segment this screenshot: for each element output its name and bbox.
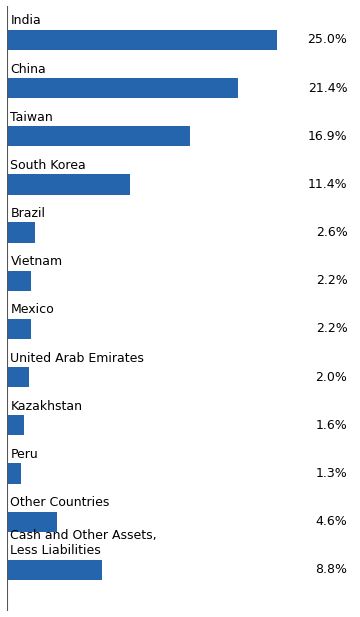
Text: 4.6%: 4.6% xyxy=(316,515,347,528)
Text: China: China xyxy=(10,62,46,75)
Bar xyxy=(7,511,57,532)
Text: 2.0%: 2.0% xyxy=(315,371,347,384)
Text: 16.9%: 16.9% xyxy=(308,130,347,143)
Text: 11.4%: 11.4% xyxy=(308,178,347,191)
Bar xyxy=(7,223,35,242)
Text: 2.2%: 2.2% xyxy=(316,323,347,336)
Text: 2.2%: 2.2% xyxy=(316,275,347,288)
Text: India: India xyxy=(10,14,41,27)
Bar xyxy=(7,78,238,98)
Text: 21.4%: 21.4% xyxy=(308,81,347,94)
Bar xyxy=(7,175,130,194)
Text: Peru: Peru xyxy=(10,448,38,461)
Bar xyxy=(7,319,31,339)
Text: Brazil: Brazil xyxy=(10,207,45,220)
Bar xyxy=(7,126,190,146)
Text: Vietnam: Vietnam xyxy=(10,255,63,268)
Bar xyxy=(7,560,102,580)
Bar xyxy=(7,415,24,436)
Text: Taiwan: Taiwan xyxy=(10,110,53,124)
Text: United Arab Emirates: United Arab Emirates xyxy=(10,352,144,365)
Text: Mexico: Mexico xyxy=(10,304,54,317)
Text: 2.6%: 2.6% xyxy=(316,226,347,239)
Text: Other Countries: Other Countries xyxy=(10,496,110,509)
Bar xyxy=(7,463,21,484)
Text: Kazakhstan: Kazakhstan xyxy=(10,400,82,413)
Text: 25.0%: 25.0% xyxy=(307,33,347,46)
Bar xyxy=(7,30,277,50)
Text: 8.8%: 8.8% xyxy=(315,563,347,576)
Text: 1.6%: 1.6% xyxy=(316,419,347,432)
Bar xyxy=(7,367,29,387)
Text: 1.3%: 1.3% xyxy=(316,467,347,480)
Text: South Korea: South Korea xyxy=(10,159,86,172)
Bar xyxy=(7,271,31,291)
Text: Cash and Other Assets,
Less Liabilities: Cash and Other Assets, Less Liabilities xyxy=(10,529,157,557)
